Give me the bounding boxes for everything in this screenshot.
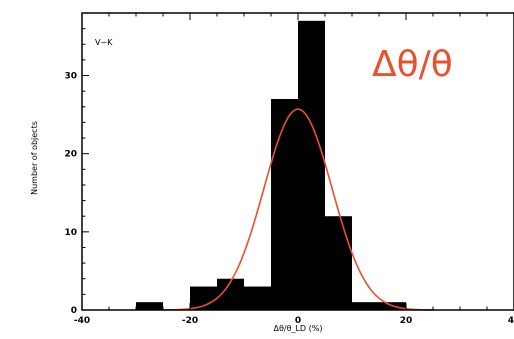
histogram-bar [298,20,325,310]
x-tick-label: 20 [400,316,413,326]
histogram-bar [352,302,379,310]
x-tick-label: -20 [182,316,198,326]
y-tick-label: 30 [64,72,77,82]
histogram-bar [136,302,163,310]
x-tick-label: 0 [295,316,301,326]
delta-theta-annotation: Δθ/θ [372,44,453,85]
histogram-bar [190,286,217,310]
x-tick-label: -40 [74,316,90,326]
histogram-bars [136,20,406,310]
gaussian-fit-curve [162,108,434,311]
histogram-bar [271,98,298,310]
x-tick-label: 40 [508,316,514,326]
panel-label: V−K [95,38,113,47]
axis-ticks: -40 -20 0 20 40 0 10 20 30 [64,12,514,326]
y-tick-label: 10 [64,228,77,238]
y-tick-label: 0 [71,306,77,316]
y-axis-title: Number of objects [30,121,39,195]
histogram-bar [325,216,352,310]
x-axis-title: Δθ/θ_LD (%) [274,324,323,333]
histogram-bar [244,286,271,310]
y-tick-label: 20 [64,150,77,160]
